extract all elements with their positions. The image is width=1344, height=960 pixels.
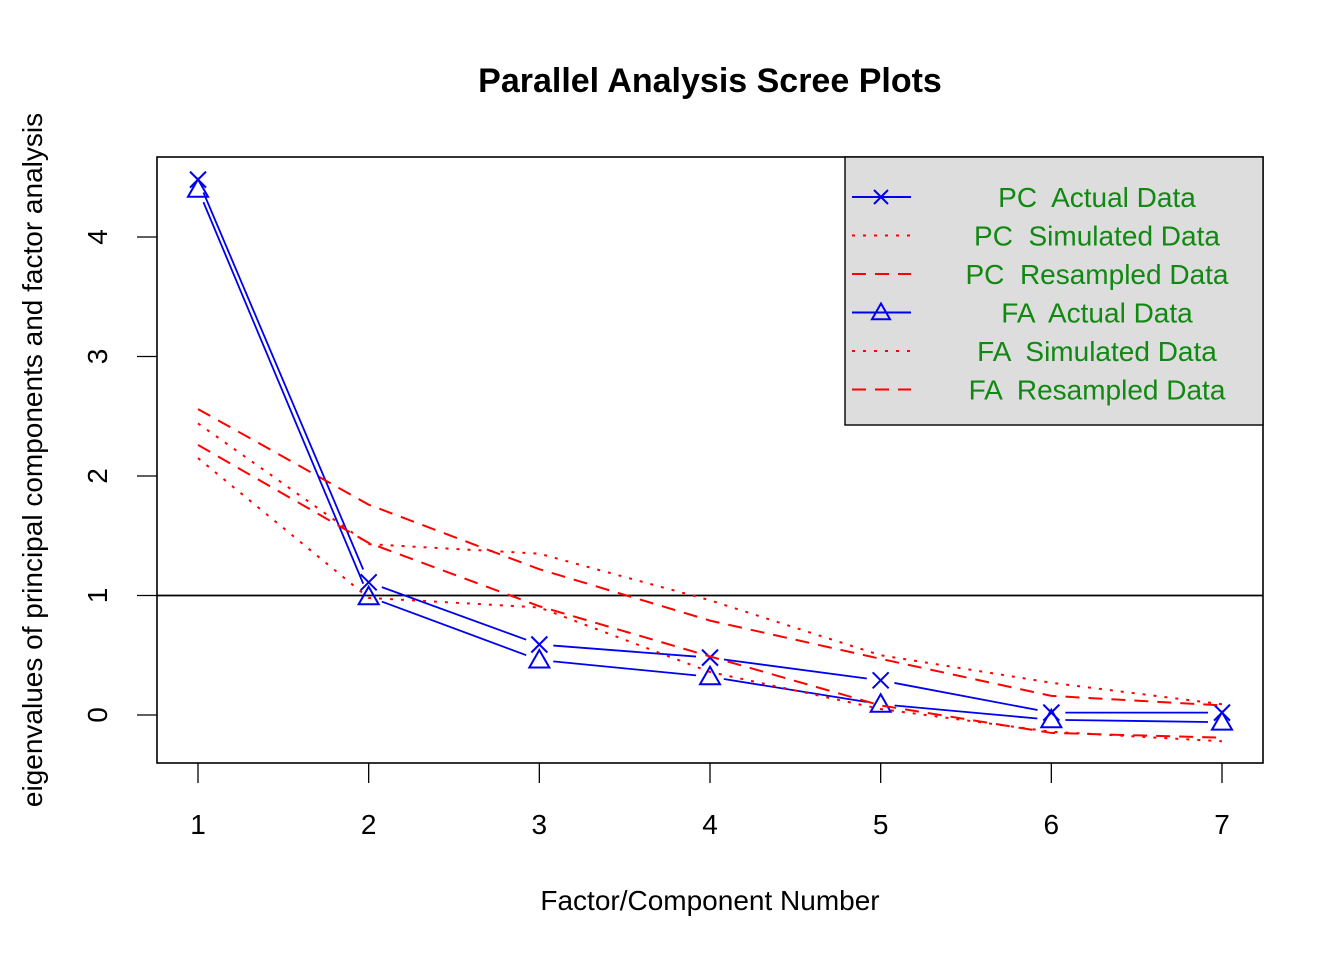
x-tick-label: 2 xyxy=(361,809,377,840)
triangle-marker-icon xyxy=(1039,707,1064,729)
y-tick-label: 1 xyxy=(82,588,113,604)
series-pc-simulated-data xyxy=(197,422,1223,706)
series-line xyxy=(197,422,1223,706)
series-line xyxy=(197,408,1223,707)
x-marker-icon xyxy=(871,671,890,690)
x-tick-label: 7 xyxy=(1214,809,1230,840)
triangle-marker-icon xyxy=(356,584,381,606)
legend-label: FA Resampled Data xyxy=(969,375,1226,406)
x-axis-label: Factor/Component Number xyxy=(540,885,879,916)
x-marker-icon xyxy=(530,635,549,654)
series-segment xyxy=(894,682,1038,711)
triangle-marker-icon xyxy=(527,648,552,669)
plot-area: 1 2 3 4 5 6 7 0 1 2 3 4 xyxy=(82,156,1264,840)
x-marker-icon xyxy=(873,189,889,205)
x-tick-label: 1 xyxy=(190,809,206,840)
series-segment xyxy=(1065,719,1209,723)
legend-item: PC Simulated Data xyxy=(852,221,1220,252)
triangle-marker-icon xyxy=(870,301,892,321)
series-segment xyxy=(723,658,867,680)
series-segment xyxy=(202,201,365,585)
legend-label: PC Simulated Data xyxy=(974,221,1220,252)
series-fa-simulated-data xyxy=(197,457,1223,743)
series-segment xyxy=(202,192,365,570)
x-tick-label: 6 xyxy=(1044,809,1060,840)
series-segment xyxy=(381,586,527,641)
legend-item: FA Actual Data xyxy=(852,298,1193,329)
x-marker-icon xyxy=(359,573,378,592)
series-segment xyxy=(381,600,527,657)
series-line xyxy=(197,444,1223,739)
series-line xyxy=(197,457,1223,743)
legend: PC Actual Data PC Simulated Data PC Resamp… xyxy=(844,156,1264,426)
legend-label: PC Actual Data xyxy=(998,182,1196,213)
x-tick-label: 4 xyxy=(702,809,718,840)
y-tick-label: 0 xyxy=(82,707,113,723)
series-pc-actual-data xyxy=(189,170,1231,722)
x-marker-icon xyxy=(701,648,719,667)
triangle-marker-icon xyxy=(868,692,893,713)
triangle-marker-icon xyxy=(186,177,210,198)
triangle-marker-icon xyxy=(1210,710,1234,731)
series-fa-actual-data xyxy=(186,177,1234,731)
legend-item: FA Simulated Data xyxy=(852,336,1217,367)
triangle-marker-icon xyxy=(698,664,722,686)
legend-item: PC Actual Data xyxy=(852,182,1196,213)
y-tick-label: 4 xyxy=(82,229,113,245)
legend-item: PC Resampled Data xyxy=(852,259,1229,290)
x-tick-label: 5 xyxy=(873,809,889,840)
legend-label: PC Resampled Data xyxy=(965,259,1228,290)
chart-title: Parallel Analysis Scree Plots xyxy=(478,62,942,100)
y-tick-label: 3 xyxy=(82,349,113,365)
x-tick-label: 3 xyxy=(532,809,548,840)
y-axis-label: eigenvalues of principal components and … xyxy=(17,113,48,807)
series-fa-resampled-data xyxy=(197,444,1223,739)
series-pc-resampled-data xyxy=(197,408,1223,707)
series-segment xyxy=(553,644,697,658)
y-tick-label: 2 xyxy=(82,468,113,484)
series-segment xyxy=(894,704,1038,720)
legend-item: FA Resampled Data xyxy=(852,375,1226,406)
legend-box xyxy=(844,156,1264,426)
series-segment xyxy=(553,660,697,677)
legend-label: FA Simulated Data xyxy=(977,336,1217,367)
legend-label: FA Actual Data xyxy=(1001,298,1193,329)
